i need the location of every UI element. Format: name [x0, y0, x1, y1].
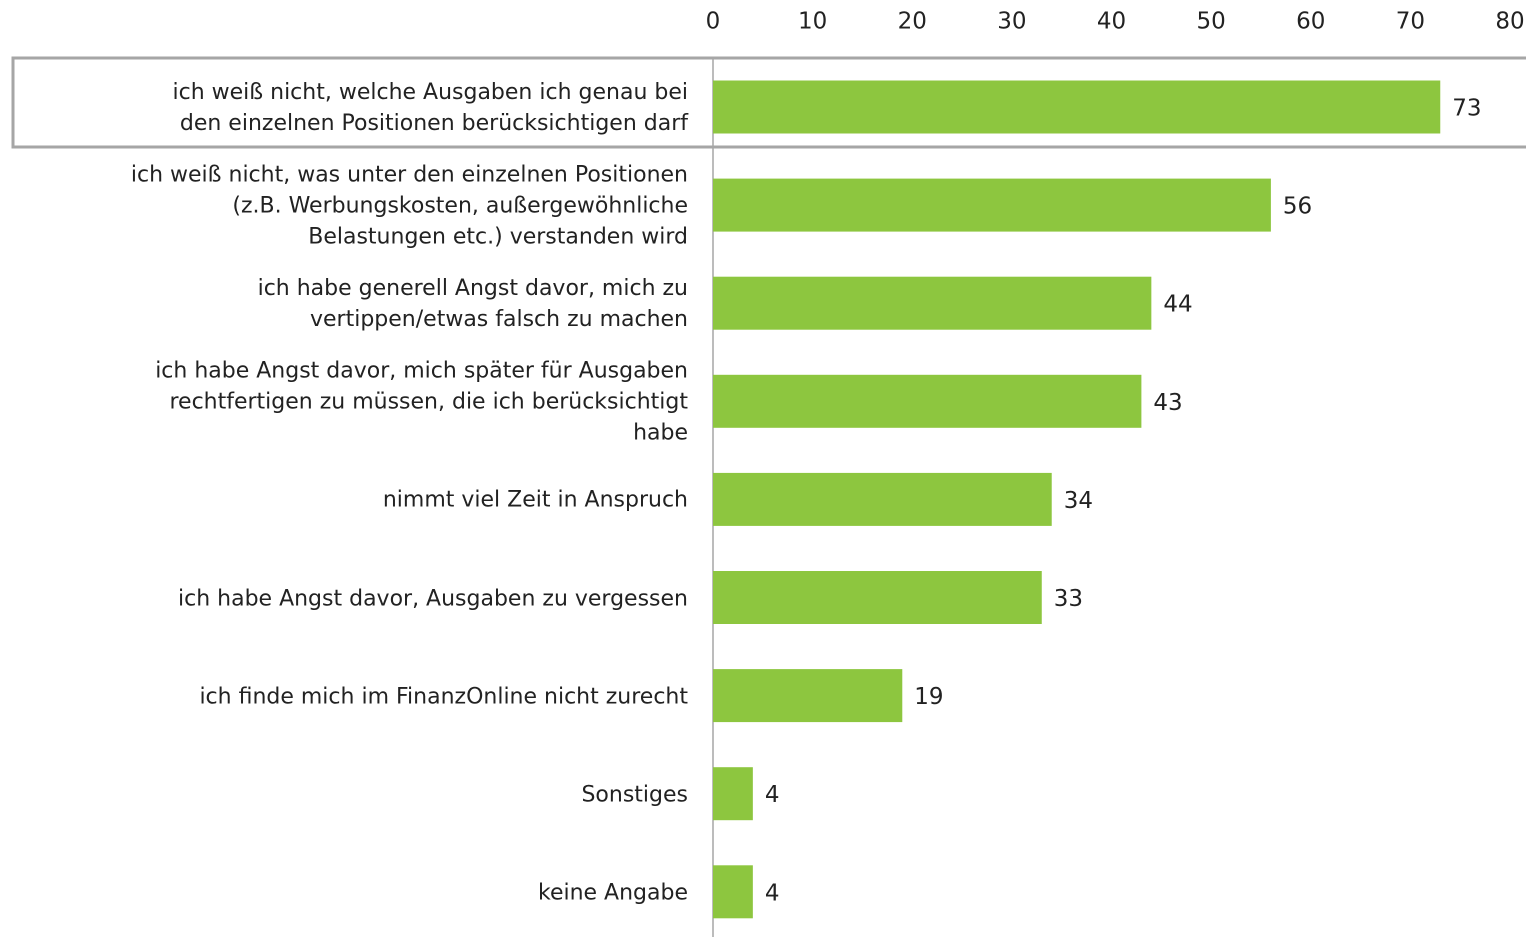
data-label: 43 — [1153, 390, 1182, 416]
bar — [713, 374, 1142, 428]
bar — [713, 472, 1052, 526]
data-label: 4 — [765, 782, 780, 808]
x-tick-label: 40 — [1097, 9, 1126, 35]
bar — [713, 767, 753, 821]
x-tick-label: 60 — [1296, 9, 1325, 35]
x-tick-label: 70 — [1396, 9, 1425, 35]
highlight-box — [11, 56, 1526, 149]
category-label: ich weiß nicht, welche Ausgaben ich gena… — [172, 80, 688, 136]
bar — [713, 571, 1042, 624]
x-tick-label: 10 — [798, 9, 827, 35]
category-label: ich habe generell Angst davor, mich zu v… — [257, 276, 688, 333]
data-label: 56 — [1283, 194, 1312, 220]
category-label: nimmt viel Zeit in Anspruch — [382, 487, 688, 513]
bar — [713, 178, 1271, 232]
category-label: Sonstiges — [581, 782, 688, 808]
x-tick-label: 30 — [997, 9, 1026, 35]
x-tick-label: 80 — [1495, 9, 1524, 35]
bar — [713, 80, 1441, 134]
x-tick-label: 20 — [898, 9, 927, 35]
category-label: ich finde mich im FinanzOnline nicht zur… — [199, 684, 688, 710]
data-label: 44 — [1163, 292, 1192, 318]
data-label: 19 — [914, 684, 943, 710]
category-label: keine Angabe — [537, 880, 688, 906]
category-label: ich habe Angst davor, mich später für Au… — [155, 358, 688, 446]
data-label: 33 — [1054, 586, 1083, 612]
category-label: ich habe Angst davor, Ausgaben zu verges… — [178, 586, 688, 611]
bar — [713, 669, 903, 723]
data-label: 4 — [765, 880, 780, 906]
bar — [713, 276, 1152, 330]
x-tick-label: 50 — [1196, 9, 1225, 35]
x-tick-label: 0 — [706, 9, 721, 35]
bar — [713, 865, 753, 919]
data-label: 34 — [1064, 488, 1093, 514]
data-label: 73 — [1452, 96, 1481, 122]
category-label: ich weiß nicht, was unter den einzelnen … — [130, 162, 688, 250]
